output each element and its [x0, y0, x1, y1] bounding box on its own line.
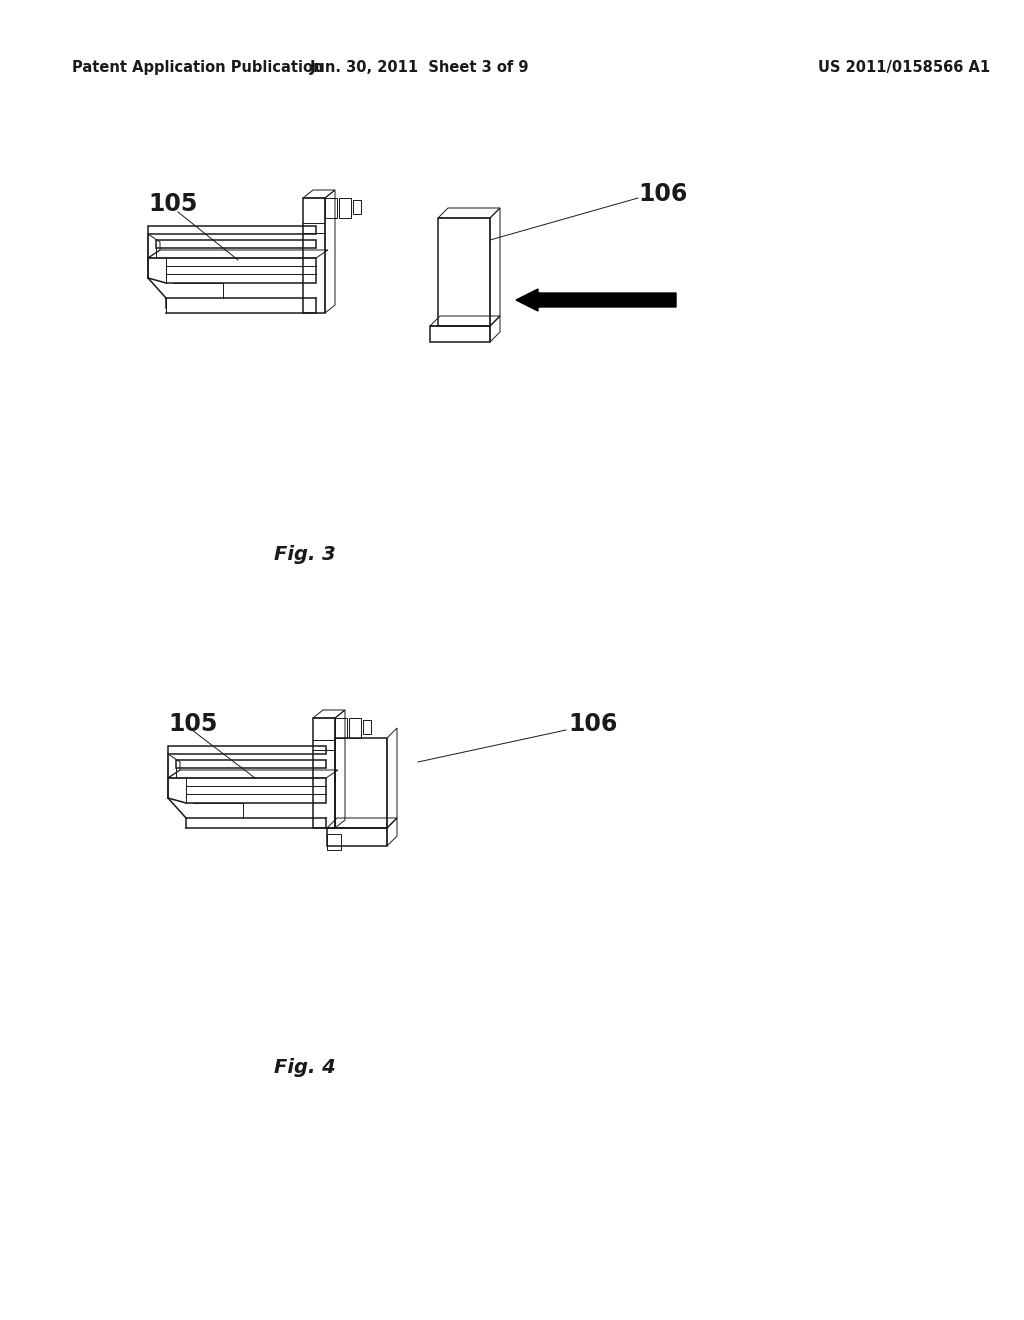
Text: Patent Application Publication: Patent Application Publication — [72, 59, 324, 75]
FancyArrow shape — [516, 289, 676, 312]
Text: 105: 105 — [168, 711, 217, 737]
Text: 105: 105 — [148, 191, 198, 216]
Text: 106: 106 — [568, 711, 617, 737]
Text: US 2011/0158566 A1: US 2011/0158566 A1 — [818, 59, 990, 75]
Text: 106: 106 — [638, 182, 687, 206]
Text: Jun. 30, 2011  Sheet 3 of 9: Jun. 30, 2011 Sheet 3 of 9 — [310, 59, 529, 75]
Text: Fig. 4: Fig. 4 — [274, 1059, 336, 1077]
Text: Fig. 3: Fig. 3 — [274, 545, 336, 564]
